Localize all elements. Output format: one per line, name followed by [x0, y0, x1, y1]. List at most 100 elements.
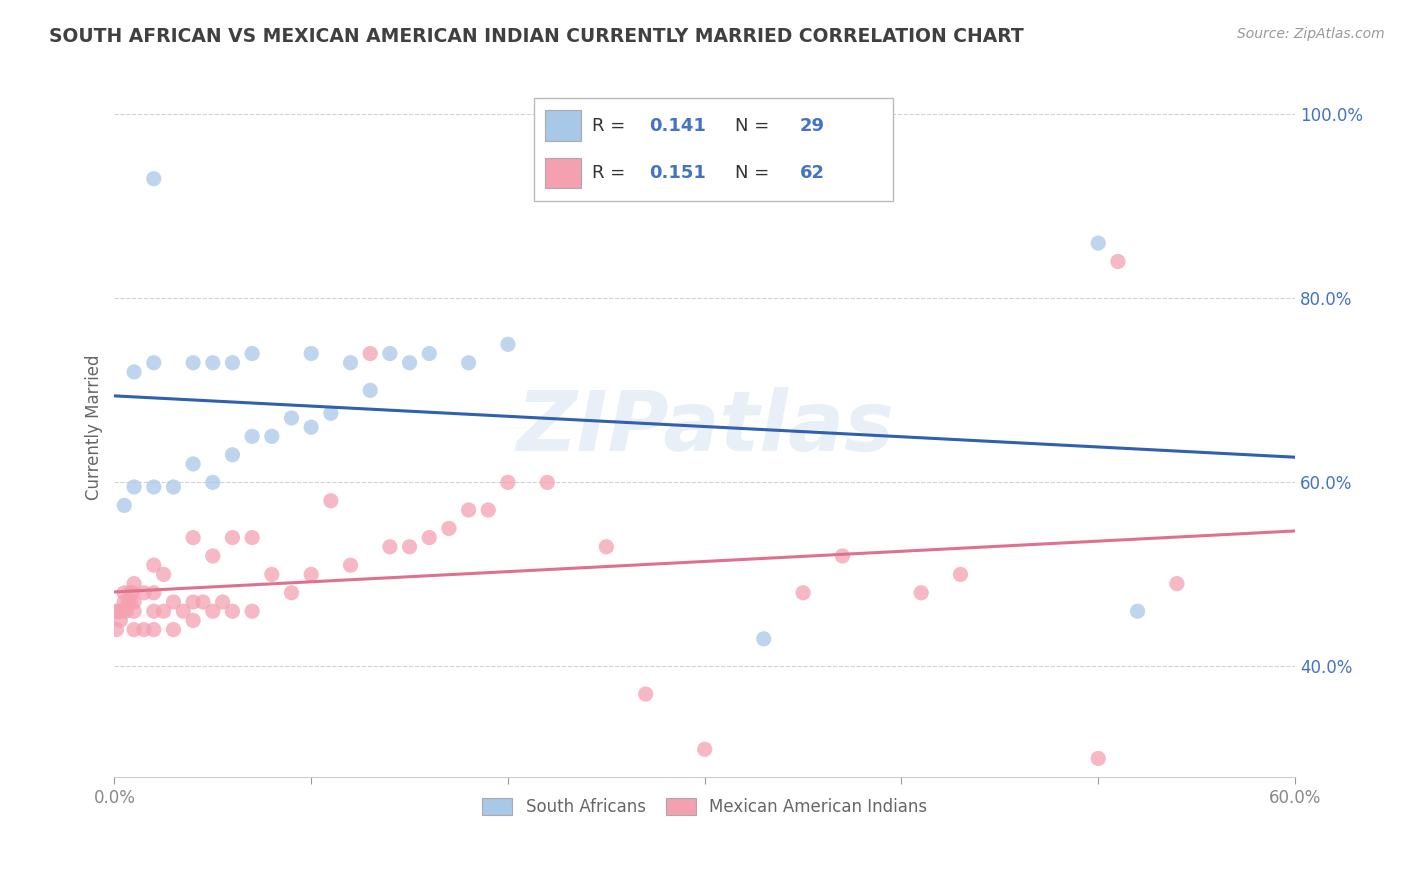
Point — [1087, 751, 1109, 765]
Point — [142, 171, 165, 186]
Text: 0.141: 0.141 — [650, 117, 706, 135]
Point — [359, 346, 381, 360]
Point — [115, 604, 138, 618]
Point — [378, 346, 401, 360]
Text: SOUTH AFRICAN VS MEXICAN AMERICAN INDIAN CURRENTLY MARRIED CORRELATION CHART: SOUTH AFRICAN VS MEXICAN AMERICAN INDIAN… — [49, 27, 1024, 45]
Point — [162, 480, 184, 494]
Point — [162, 595, 184, 609]
Point — [359, 384, 381, 398]
Point — [437, 521, 460, 535]
Point — [831, 549, 853, 563]
Point — [496, 337, 519, 351]
Point — [221, 604, 243, 618]
Point — [457, 503, 479, 517]
Point — [752, 632, 775, 646]
Point — [339, 558, 361, 573]
Y-axis label: Currently Married: Currently Married — [86, 354, 103, 500]
Point — [122, 604, 145, 618]
Point — [142, 558, 165, 573]
Point — [260, 567, 283, 582]
Point — [201, 475, 224, 490]
Point — [221, 448, 243, 462]
Point — [142, 604, 165, 618]
Point — [418, 531, 440, 545]
Point — [181, 614, 204, 628]
Point — [536, 475, 558, 490]
Point — [260, 429, 283, 443]
Point — [319, 406, 342, 420]
Point — [240, 346, 263, 360]
Point — [496, 475, 519, 490]
Point — [152, 567, 174, 582]
Point — [111, 604, 134, 618]
Point — [117, 595, 139, 609]
Point — [693, 742, 716, 756]
Point — [1087, 236, 1109, 251]
Text: 29: 29 — [800, 117, 824, 135]
Point — [132, 586, 155, 600]
Point — [201, 549, 224, 563]
Point — [107, 604, 129, 618]
Point — [299, 346, 322, 360]
Point — [319, 493, 342, 508]
Point — [142, 480, 165, 494]
Point — [142, 586, 165, 600]
Point — [221, 531, 243, 545]
Point — [181, 356, 204, 370]
Point — [339, 356, 361, 370]
Point — [477, 503, 499, 517]
Point — [142, 623, 165, 637]
Text: N =: N = — [735, 164, 775, 182]
Point — [280, 411, 302, 425]
Point — [120, 586, 142, 600]
Point — [299, 567, 322, 582]
Point — [457, 356, 479, 370]
Point — [634, 687, 657, 701]
Point — [105, 623, 128, 637]
Point — [398, 356, 420, 370]
FancyBboxPatch shape — [546, 158, 581, 188]
Point — [112, 595, 135, 609]
Point — [122, 576, 145, 591]
Point — [378, 540, 401, 554]
Point — [162, 623, 184, 637]
Text: 0.151: 0.151 — [650, 164, 706, 182]
Point — [418, 346, 440, 360]
Point — [240, 429, 263, 443]
Point — [280, 586, 302, 600]
Text: 62: 62 — [800, 164, 824, 182]
Point — [122, 365, 145, 379]
Point — [122, 595, 145, 609]
Point — [152, 604, 174, 618]
Point — [201, 356, 224, 370]
FancyBboxPatch shape — [534, 98, 893, 201]
Point — [112, 586, 135, 600]
Point — [792, 586, 814, 600]
Point — [181, 595, 204, 609]
Point — [240, 604, 263, 618]
Point — [121, 586, 143, 600]
FancyBboxPatch shape — [546, 111, 581, 141]
Point — [201, 604, 224, 618]
Point — [191, 595, 214, 609]
Point — [949, 567, 972, 582]
Text: Source: ZipAtlas.com: Source: ZipAtlas.com — [1237, 27, 1385, 41]
Point — [299, 420, 322, 434]
Point — [172, 604, 194, 618]
Point — [1126, 604, 1149, 618]
Point — [110, 614, 132, 628]
Point — [1166, 576, 1188, 591]
Point — [398, 540, 420, 554]
Text: ZIPatlas: ZIPatlas — [516, 386, 894, 467]
Point — [105, 604, 128, 618]
Point — [240, 531, 263, 545]
Point — [221, 356, 243, 370]
Point — [132, 623, 155, 637]
Point — [595, 540, 617, 554]
Point — [910, 586, 932, 600]
Point — [122, 623, 145, 637]
Point — [1107, 254, 1129, 268]
Point — [122, 480, 145, 494]
Point — [142, 356, 165, 370]
Text: R =: R = — [592, 117, 631, 135]
